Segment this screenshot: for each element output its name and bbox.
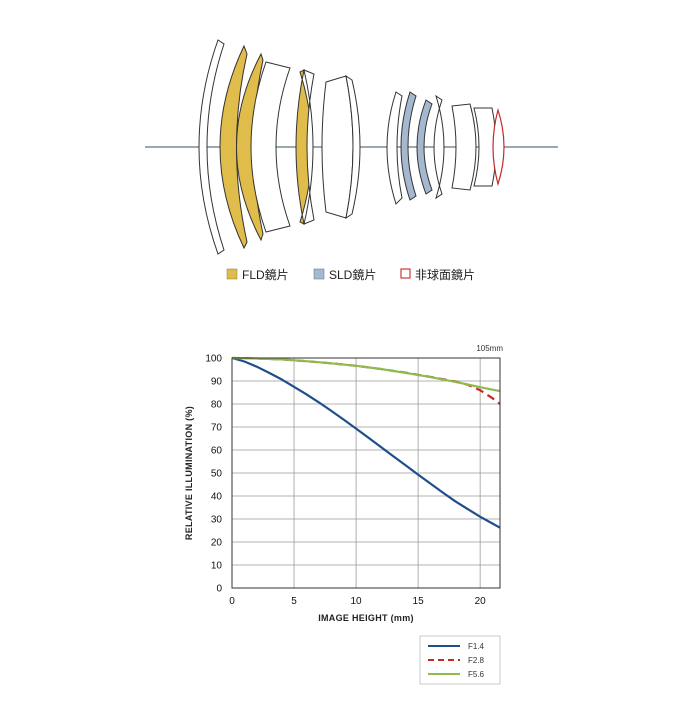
plot-frame — [231, 357, 501, 589]
y-tick-labels: 0 10 20 30 40 50 60 70 80 90 100 — [205, 354, 222, 595]
relative-illumination-chart: 0 5 10 15 20 0 10 20 30 40 50 60 70 80 90 100 105mm IM… — [184, 344, 503, 685]
series-line-F14 — [231, 356, 501, 529]
lens-element-15-aspherical — [492, 107, 505, 187]
x-axis-title: IMAGE HEIGHT (mm) — [318, 613, 414, 623]
chart-legend: F1.4 F2.8 F5.6 — [419, 635, 501, 685]
y-tick-label: 70 — [211, 423, 223, 434]
x-tick-label: 10 — [351, 596, 363, 607]
lens-element-6 — [303, 69, 315, 225]
legend-label-aspherical: 非球面鏡片 — [415, 267, 475, 282]
lens-element-2-fld — [219, 44, 248, 250]
y-tick-label: 100 — [205, 354, 222, 365]
chart-legend-label: F2.8 — [468, 656, 485, 665]
y-tick-label: 0 — [216, 584, 222, 595]
y-tick-label: 80 — [211, 400, 223, 411]
lens-element-11-sld — [416, 99, 433, 195]
lens-element-4 — [250, 61, 291, 233]
y-tick-label: 60 — [211, 446, 223, 457]
chart-series — [231, 356, 501, 529]
chart-legend-label: F1.4 — [468, 642, 485, 651]
y-tick-label: 50 — [211, 469, 223, 480]
lens-element-13 — [451, 103, 477, 191]
y-tick-label: 30 — [211, 515, 223, 526]
y-tick-label: 90 — [211, 377, 223, 388]
series-line-F56 — [231, 356, 501, 393]
legend-label-sld: SLD鏡片 — [329, 267, 376, 282]
lens-element-12 — [433, 94, 445, 200]
lens-element-7 — [321, 75, 354, 219]
chart-grid — [232, 358, 500, 588]
x-tick-label: 5 — [291, 596, 297, 607]
lens-element-1 — [198, 39, 225, 255]
lens-element-10-sld — [400, 91, 417, 201]
chart-legend-label: F5.6 — [468, 670, 485, 679]
chart-title: 105mm — [476, 344, 503, 353]
legend-label-fld: FLD鏡片 — [242, 267, 289, 282]
y-axis-title: RELATIVE ILLUMINATION (%) — [184, 406, 194, 540]
lens-diagram — [145, 39, 558, 255]
x-tick-label: 20 — [475, 596, 487, 607]
y-tick-label: 10 — [211, 561, 223, 572]
legend-swatch-sld — [313, 268, 325, 280]
x-tick-label: 15 — [413, 596, 425, 607]
y-tick-label: 40 — [211, 492, 223, 503]
lens-element-8 — [345, 74, 361, 220]
x-tick-label: 0 — [229, 596, 235, 607]
lens-legend: FLD鏡片 SLD鏡片 非球面鏡片 — [226, 267, 475, 282]
legend-swatch-fld — [226, 268, 238, 280]
x-tick-labels: 0 5 10 15 20 — [229, 596, 486, 607]
y-tick-label: 20 — [211, 538, 223, 549]
lens-element-9 — [386, 91, 403, 205]
legend-swatch-aspherical — [400, 268, 411, 279]
